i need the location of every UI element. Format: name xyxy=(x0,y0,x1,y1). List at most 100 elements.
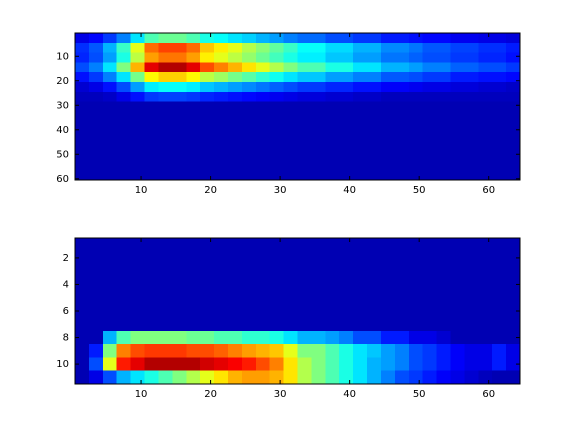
heatmap-cell xyxy=(116,42,132,54)
heatmap-cell xyxy=(200,42,215,54)
heatmap-cell xyxy=(102,370,118,385)
heatmap-cell xyxy=(464,91,479,103)
heatmap-cell xyxy=(367,91,382,103)
heatmap-cell xyxy=(325,304,340,319)
heatmap-cell xyxy=(269,317,285,332)
heatmap-cell xyxy=(158,160,173,171)
heatmap-cell xyxy=(408,62,424,73)
heatmap-cell xyxy=(88,121,104,132)
heatmap-cell xyxy=(144,101,159,112)
heatmap-cell xyxy=(464,82,479,93)
heatmap-cell xyxy=(436,131,451,142)
heatmap-cell xyxy=(269,111,285,122)
heatmap-cell xyxy=(450,91,465,103)
heatmap-cell xyxy=(478,33,493,44)
heatmap-cell xyxy=(116,33,132,44)
heatmap-cell xyxy=(506,101,521,112)
heatmap-cell xyxy=(450,150,465,161)
heatmap-cell xyxy=(172,277,187,292)
heatmap-cell xyxy=(214,264,229,279)
heatmap-cell xyxy=(200,251,215,266)
heatmap-cell xyxy=(227,52,243,63)
heatmap-cell xyxy=(200,33,215,44)
heatmap-cell xyxy=(380,150,396,161)
heatmap-cell xyxy=(144,291,159,305)
heatmap-cell xyxy=(325,160,340,171)
heatmap-cell xyxy=(311,82,326,93)
heatmap-cell xyxy=(75,140,90,152)
heatmap-cell xyxy=(394,160,410,171)
heatmap-cell xyxy=(214,370,229,385)
heatmap-cell xyxy=(297,317,312,332)
heatmap-cell xyxy=(422,72,438,83)
heatmap-cell xyxy=(214,140,229,152)
heatmap-cell xyxy=(186,82,201,93)
heatmap-cell xyxy=(172,82,187,93)
heatmap-cell xyxy=(269,33,285,44)
heatmap-cell xyxy=(325,140,340,152)
heatmap-cell xyxy=(144,150,159,161)
heatmap-cell xyxy=(339,370,354,385)
heatmap-cell xyxy=(186,264,201,279)
x-tick-label: 40 xyxy=(343,185,356,196)
heatmap-cell xyxy=(506,264,521,279)
heatmap-cell xyxy=(478,72,493,83)
heatmap-cell xyxy=(506,160,521,171)
heatmap-cell xyxy=(172,238,187,252)
heatmap-cell xyxy=(186,91,201,103)
heatmap-cell xyxy=(339,140,354,152)
heatmap-cell xyxy=(436,251,451,266)
heatmap-cell xyxy=(478,264,493,279)
heatmap-cell xyxy=(214,121,229,132)
heatmap-cell xyxy=(283,160,298,171)
heatmap-cell xyxy=(130,317,146,332)
heatmap-cell xyxy=(297,42,312,54)
heatmap-cell xyxy=(506,251,521,266)
heatmap-cell xyxy=(436,42,451,54)
x-tick-label: 50 xyxy=(413,185,426,196)
heatmap-cell xyxy=(283,72,298,83)
heatmap-cell xyxy=(436,291,451,305)
heatmap-cell xyxy=(478,344,493,358)
heatmap-cell xyxy=(227,277,243,292)
heatmap-cell xyxy=(227,150,243,161)
heatmap-cell xyxy=(75,42,90,54)
heatmap-cell xyxy=(436,91,451,103)
heatmap-cell xyxy=(130,131,146,142)
heatmap-cell xyxy=(241,140,257,152)
heatmap-cell xyxy=(255,131,271,142)
heatmap-cell xyxy=(227,33,243,44)
heatmap-cell xyxy=(283,121,298,132)
heatmap-cell xyxy=(450,72,465,83)
heatmap-cell xyxy=(75,52,90,63)
heatmap-cell xyxy=(478,42,493,54)
heatmap-cell xyxy=(214,304,229,319)
heatmap-cell xyxy=(88,160,104,171)
heatmap-cell xyxy=(88,52,104,63)
heatmap-cell xyxy=(186,170,201,181)
heatmap-cell xyxy=(144,277,159,292)
heatmap-cell xyxy=(186,111,201,122)
heatmap-cell xyxy=(325,52,340,63)
heatmap-cell xyxy=(297,370,312,385)
heatmap-cell xyxy=(394,277,410,292)
heatmap-cell xyxy=(492,170,507,181)
heatmap-cell xyxy=(325,370,340,385)
heatmap-cell xyxy=(241,121,257,132)
heatmap-cell xyxy=(269,140,285,152)
heatmap-cell xyxy=(506,170,521,181)
heatmap-cell xyxy=(255,357,271,372)
heatmap-cell xyxy=(464,344,479,358)
heatmap-cell xyxy=(255,111,271,122)
heatmap-cell xyxy=(283,304,298,319)
heatmap-cell xyxy=(130,101,146,112)
heatmap-cell xyxy=(227,330,243,345)
heatmap-cell xyxy=(422,251,438,266)
heatmap-cell xyxy=(214,91,229,103)
heatmap-cell xyxy=(506,111,521,122)
heatmap-cell xyxy=(394,33,410,44)
heatmap-cell xyxy=(506,140,521,152)
heatmap-cell xyxy=(464,131,479,142)
heatmap-cell xyxy=(353,72,368,83)
